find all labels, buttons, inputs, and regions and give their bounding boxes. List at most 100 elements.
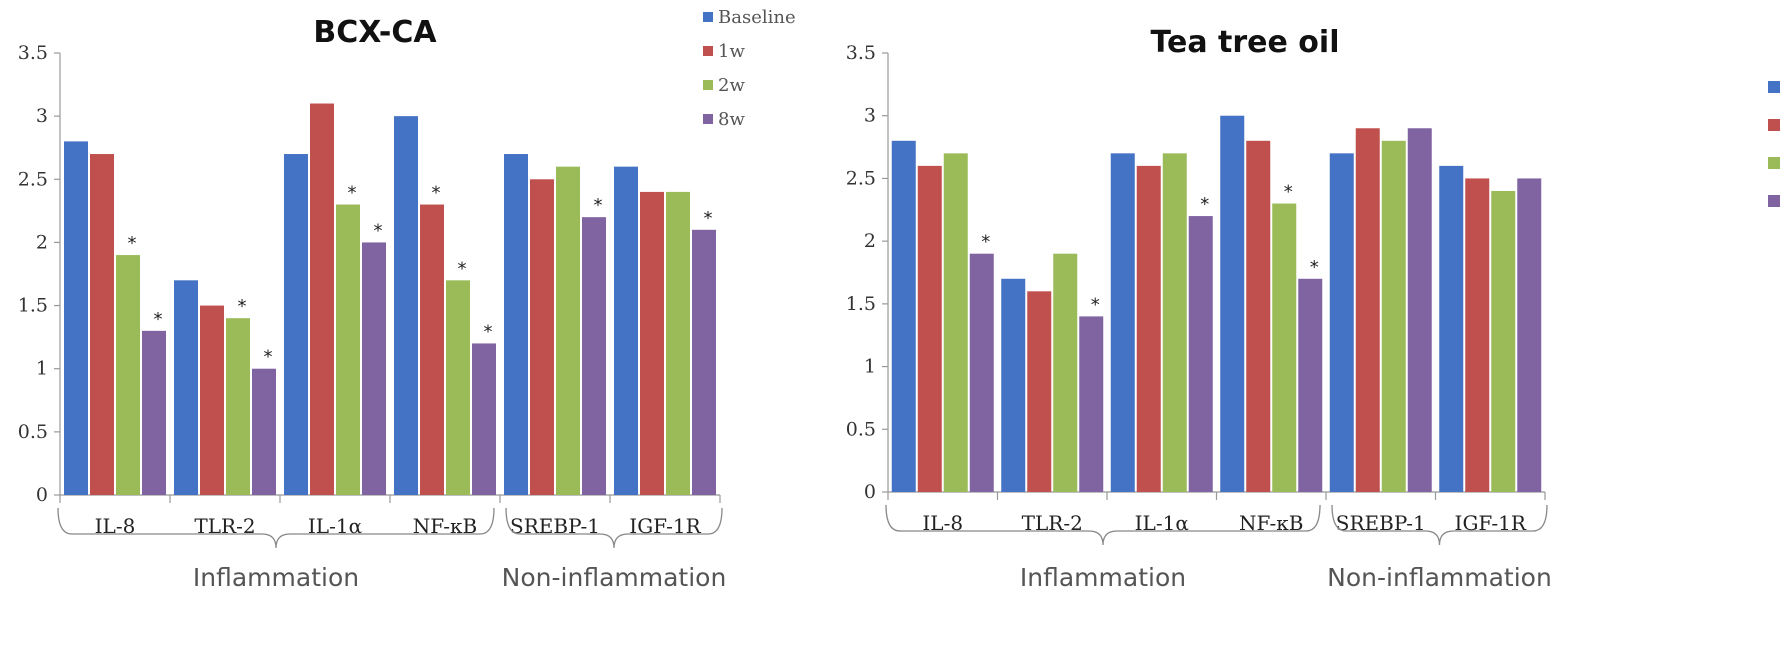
bar-2w-nf-kappab	[1272, 203, 1297, 492]
bar-baseline-tlr-2	[1001, 278, 1026, 492]
legend-swatch-2w	[1768, 157, 1780, 169]
bar-1w-tlr-2	[1027, 291, 1052, 492]
bar-baseline-srebp-1	[504, 154, 528, 495]
bar-baseline-tlr-2	[174, 280, 198, 495]
legend-label-baseline: Baseline	[718, 7, 796, 28]
y-tick-label: 2	[864, 230, 876, 252]
bar-8w-il-1alpha	[1188, 216, 1213, 493]
bar-1w-il-8	[90, 154, 114, 495]
significance-marker: *	[238, 296, 247, 317]
bar-baseline-il-8	[891, 140, 916, 493]
bar-8w-il-8	[142, 330, 166, 495]
bar-2w-igf-1r	[666, 191, 690, 495]
bar-1w-srebp-1	[530, 179, 554, 496]
bar-1w-igf-1r	[1465, 178, 1490, 492]
chart-title: Tea tree oil	[1151, 25, 1340, 60]
group-brace	[1331, 504, 1548, 546]
bar-8w-tlr-2	[252, 368, 276, 495]
group-brace	[505, 507, 723, 549]
bar-2w-srebp-1	[556, 166, 580, 495]
bar-2w-il-8	[116, 255, 140, 495]
group-label-non-inflammation: Non-inflammation	[1327, 563, 1552, 592]
bar-2w-il-8	[943, 153, 968, 493]
significance-marker: *	[484, 321, 493, 342]
legend-swatch-8w	[703, 114, 713, 124]
significance-marker: *	[704, 208, 713, 229]
y-tick-label: 1.5	[18, 295, 48, 317]
legend-swatch-1w	[1768, 119, 1780, 131]
legend-label-2w: 2w	[718, 75, 745, 96]
bar-2w-nf-kappab	[446, 280, 470, 495]
bar-8w-nf-kappab	[472, 343, 496, 495]
y-tick-label: 1.5	[846, 293, 876, 315]
legend-label-8w: 8w	[718, 109, 745, 130]
y-tick-label: 2.5	[846, 167, 876, 189]
bar-8w-tlr-2	[1079, 316, 1104, 492]
group-label-inflammation: Inflammation	[193, 563, 359, 592]
significance-marker: *	[594, 195, 603, 216]
bar-8w-il-1alpha	[362, 242, 386, 495]
significance-marker: *	[981, 232, 990, 253]
group-brace	[885, 504, 1321, 546]
bar-1w-nf-kappab	[420, 204, 444, 496]
y-tick-label: 1	[864, 356, 876, 378]
significance-marker: *	[1091, 294, 1100, 315]
significance-marker: *	[128, 233, 137, 254]
y-tick-label: 0.5	[846, 418, 876, 440]
y-tick-label: 0	[864, 481, 876, 503]
bar-baseline-il-1alpha	[1110, 153, 1135, 493]
bar-8w-srebp-1	[1407, 128, 1432, 492]
bar-baseline-il-1alpha	[284, 154, 308, 495]
bar-1w-il-1alpha	[310, 103, 334, 495]
significance-marker: *	[1310, 257, 1319, 278]
bar-8w-igf-1r	[692, 229, 716, 496]
significance-marker: *	[374, 220, 383, 241]
legend-swatch-baseline	[703, 12, 713, 22]
bar-baseline-srebp-1	[1329, 153, 1354, 493]
bar-baseline-igf-1r	[1439, 165, 1464, 492]
bar-8w-srebp-1	[582, 217, 606, 495]
significance-marker: *	[264, 347, 273, 368]
significance-marker: *	[348, 183, 357, 204]
significance-marker: *	[432, 183, 441, 204]
bar-baseline-igf-1r	[614, 166, 638, 495]
significance-marker: *	[458, 258, 467, 279]
group-label-inflammation: Inflammation	[1020, 563, 1186, 592]
bar-1w-tlr-2	[200, 305, 224, 495]
chart-tea-tree-oil: Tea tree oil00.511.522.533.5*IL-8*TLR-2*…	[846, 25, 1780, 592]
bar-1w-srebp-1	[1355, 128, 1380, 492]
group-label-non-inflammation: Non-inflammation	[502, 563, 727, 592]
y-tick-label: 3	[864, 105, 876, 127]
y-tick-label: 3.5	[18, 42, 48, 64]
bar-baseline-nf-kappab	[1220, 115, 1245, 492]
significance-marker: *	[154, 309, 163, 330]
y-tick-label: 3	[36, 105, 48, 127]
y-tick-label: 3.5	[846, 42, 876, 64]
bar-1w-il-1alpha	[1136, 165, 1161, 492]
legend-label-1w: 1w	[718, 41, 745, 62]
bar-1w-igf-1r	[640, 191, 664, 495]
bar-2w-il-1alpha	[336, 204, 360, 496]
bar-1w-nf-kappab	[1246, 140, 1271, 493]
bar-8w-il-8	[969, 253, 994, 492]
bar-2w-tlr-2	[1053, 253, 1078, 492]
bar-2w-tlr-2	[226, 318, 250, 495]
y-tick-label: 1	[36, 358, 48, 380]
y-tick-label: 2.5	[18, 168, 48, 190]
y-tick-label: 0	[36, 484, 48, 506]
bar-baseline-il-8	[64, 141, 88, 495]
bar-8w-nf-kappab	[1298, 278, 1323, 492]
bar-2w-srebp-1	[1381, 140, 1406, 493]
group-brace	[57, 507, 495, 549]
legend-swatch-8w	[1768, 195, 1780, 207]
bar-baseline-nf-kappab	[394, 116, 418, 496]
chart-title: BCX-CA	[313, 15, 437, 50]
y-tick-label: 0.5	[18, 421, 48, 443]
significance-marker: *	[1200, 194, 1209, 215]
bar-2w-igf-1r	[1491, 190, 1516, 492]
legend-swatch-2w	[703, 80, 713, 90]
legend-swatch-1w	[703, 46, 713, 56]
y-tick-label: 2	[36, 231, 48, 253]
significance-marker: *	[1284, 182, 1293, 203]
